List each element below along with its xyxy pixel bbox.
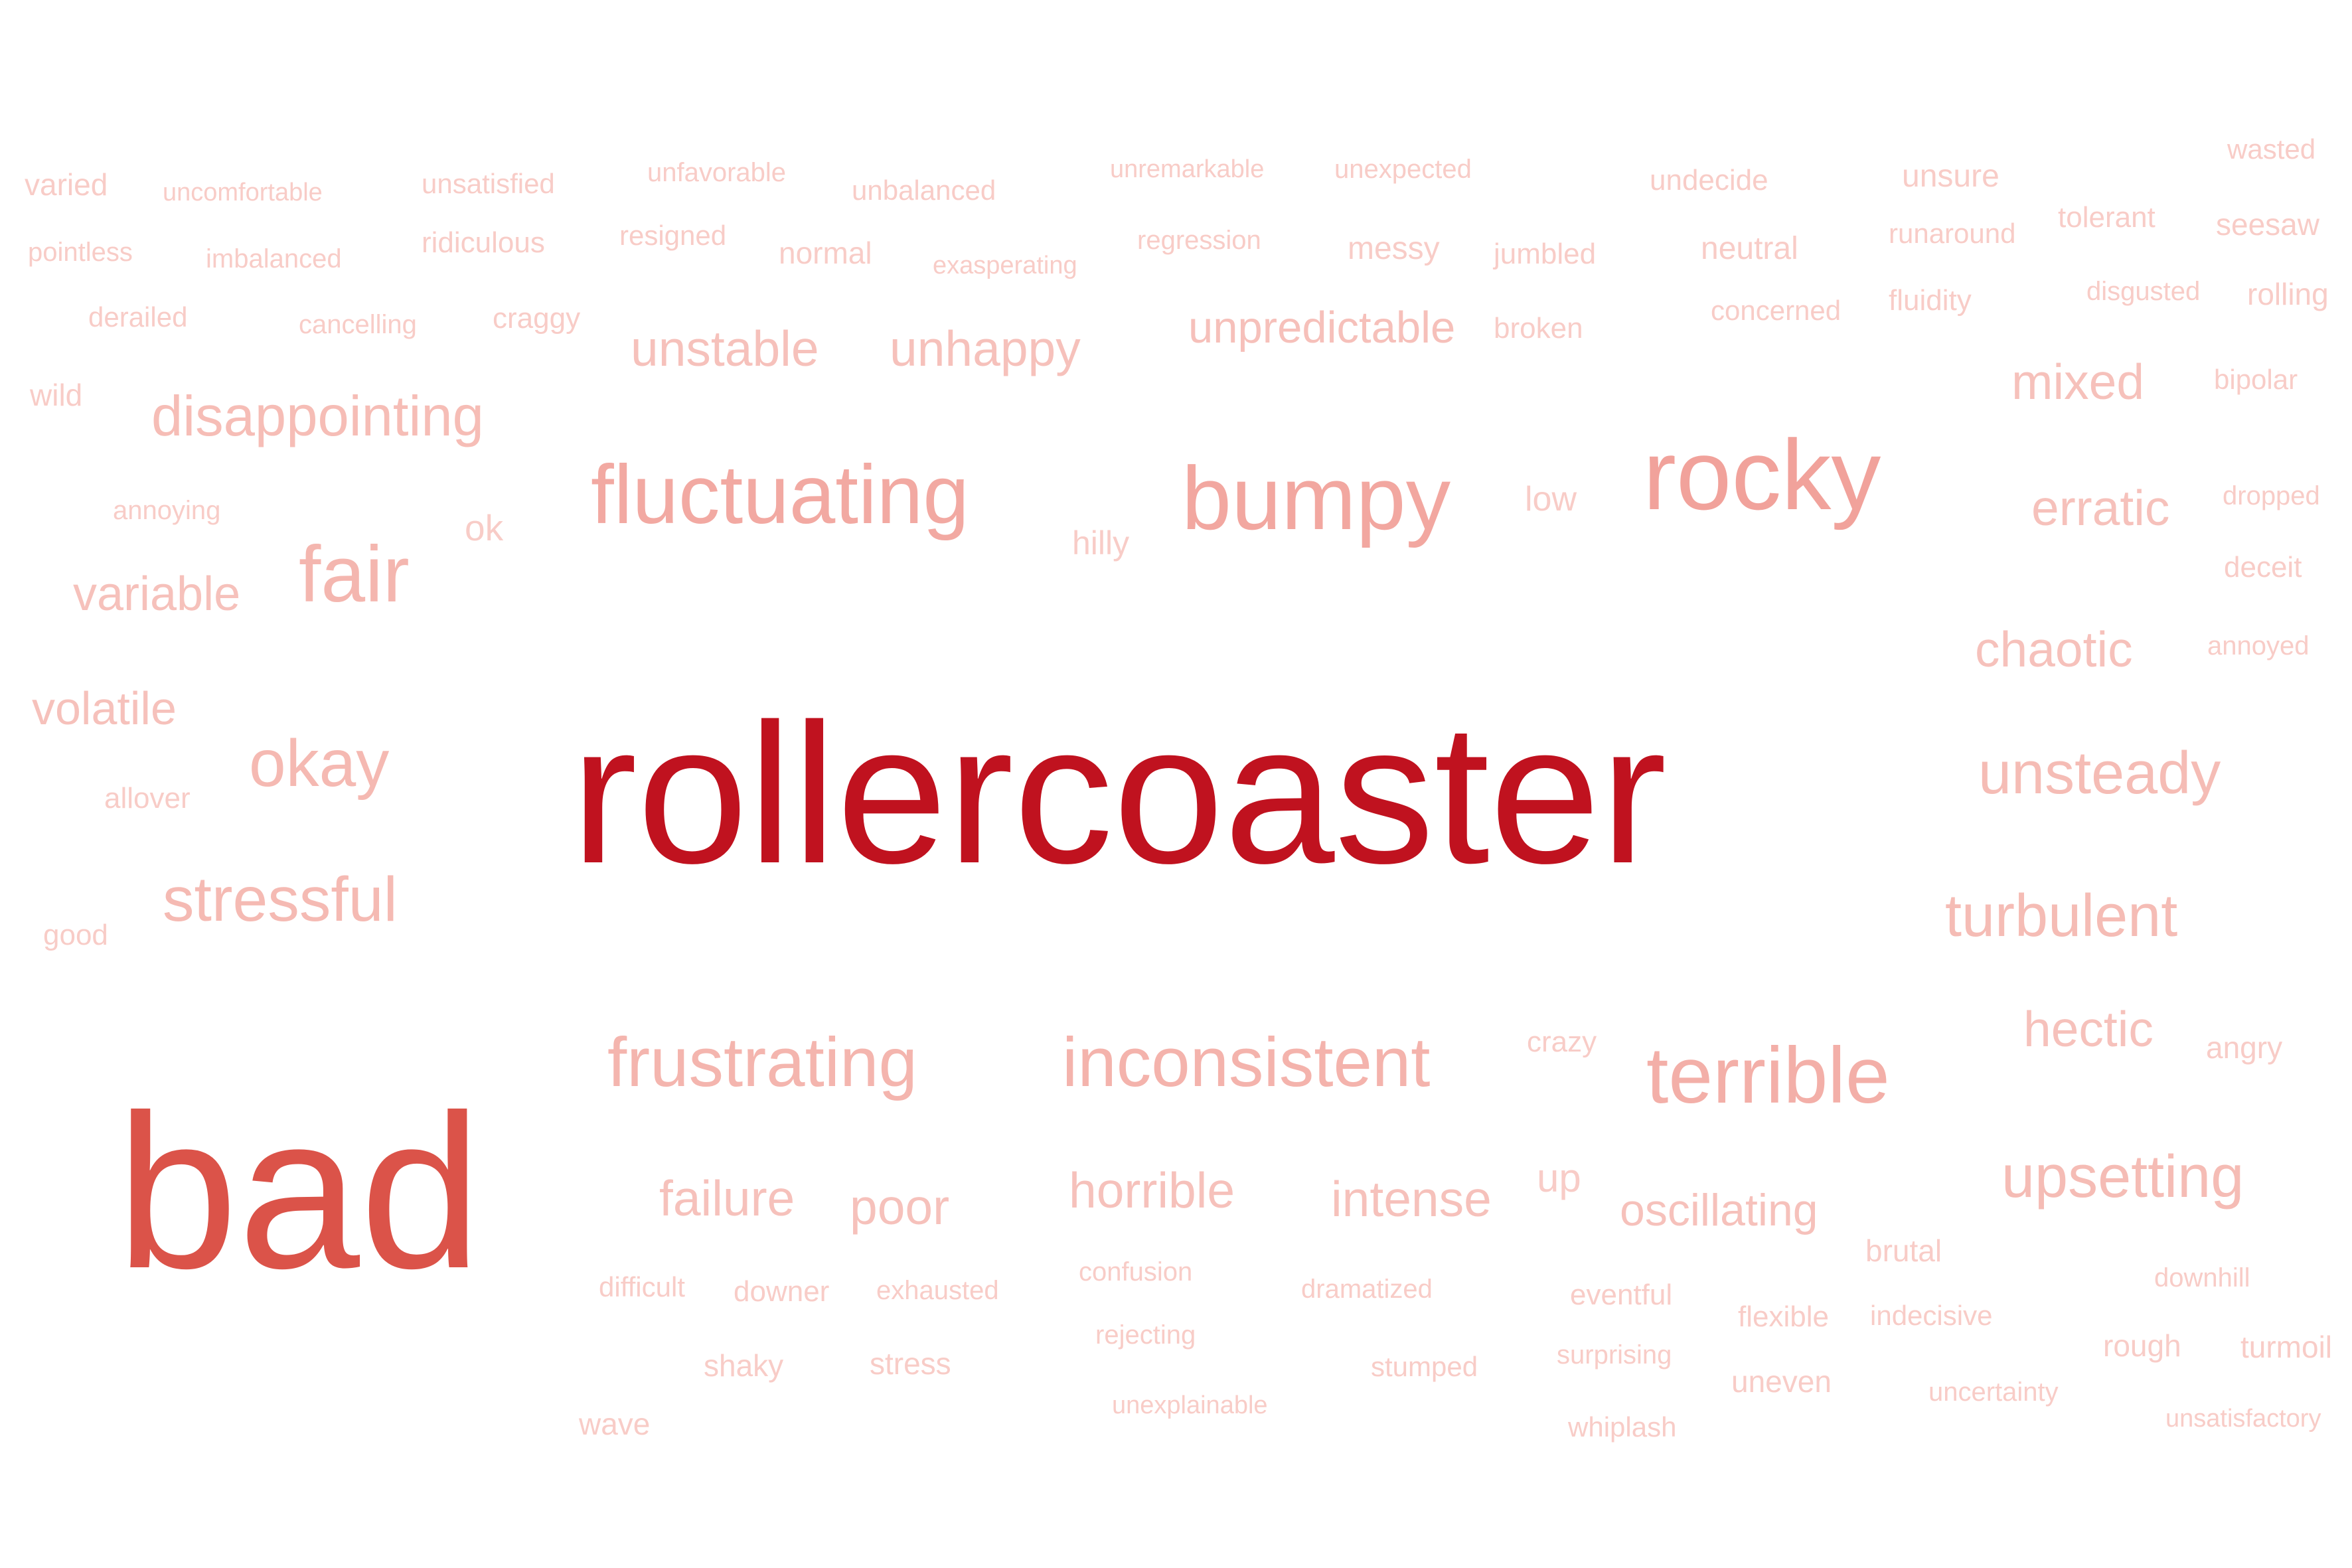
word-unhappy: unhappy [890,320,1081,376]
word-whiplash: whiplash [1568,1411,1677,1443]
word-bad: bad [116,1069,482,1314]
word-bipolar: bipolar [2214,364,2298,395]
word-dropped: dropped [2223,481,2320,510]
word-fluctuating: fluctuating [591,448,969,541]
word-exhausted: exhausted [876,1276,999,1305]
word-rolling: rolling [2247,277,2329,311]
word-imbalanced: imbalanced [206,244,342,274]
word-broken: broken [1494,312,1583,345]
word-terrible: terrible [1646,1031,1890,1120]
word-angry: angry [2206,1030,2283,1065]
word-annoyed: annoyed [2207,631,2310,661]
word-volatile: volatile [32,682,177,734]
word-derailed: derailed [88,301,188,333]
word-runaround: runaround [1889,218,2016,249]
word-oscillating: oscillating [1620,1185,1818,1235]
word-variable: variable [73,568,241,621]
word-crazy: crazy [1527,1026,1597,1058]
word-brutal: brutal [1865,1233,1942,1268]
word-uneven: uneven [1731,1364,1832,1399]
word-inconsistent: inconsistent [1062,1023,1431,1101]
word-unsure: unsure [1902,159,1999,194]
word-neutral: neutral [1701,231,1798,266]
word-failure: failure [659,1170,795,1226]
word-disgusted: disgusted [2086,277,2201,306]
word-stumped: stumped [1371,1351,1478,1382]
word-unsteady: unsteady [1978,740,2221,807]
word-frustrating: frustrating [607,1023,917,1101]
word-rough: rough [2103,1328,2181,1363]
word-downhill: downhill [2154,1263,2250,1293]
word-chaotic: chaotic [1975,621,2133,677]
word-turbulent: turbulent [1945,883,2178,949]
word-pointless: pointless [28,238,133,267]
word-confusion: confusion [1079,1257,1193,1287]
word-mixed: mixed [2011,353,2145,410]
word-resigned: resigned [619,220,727,251]
word-ridiculous: ridiculous [422,226,545,259]
word-uncomfortable: uncomfortable [163,179,323,206]
word-cancelling: cancelling [299,310,417,339]
word-low: low [1525,480,1577,518]
word-normal: normal [779,236,872,270]
word-exasperating: exasperating [933,252,1077,279]
word-unsatisfactory: unsatisfactory [2165,1405,2321,1433]
word-rejecting: rejecting [1095,1320,1196,1350]
word-deceit: deceit [2224,551,2302,584]
word-upsetting: upsetting [2001,1144,2244,1210]
word-okay: okay [249,726,390,801]
word-fluidity: fluidity [1889,284,1972,317]
word-poor: poor [850,1178,950,1235]
word-unfavorable: unfavorable [647,158,787,187]
word-unexplainable: unexplainable [1112,1391,1268,1419]
word-dramatized: dramatized [1301,1275,1433,1304]
word-uncertainty: uncertainty [1928,1377,2059,1407]
word-rocky: rocky [1643,419,1881,530]
word-undecide: undecide [1650,164,1768,196]
word-stressful: stressful [163,864,398,935]
word-tolerant: tolerant [2058,201,2156,234]
word-indecisive: indecisive [1870,1300,1993,1331]
word-jumbled: jumbled [1494,238,1597,270]
word-concerned: concerned [1711,295,1842,326]
word-up: up [1537,1156,1581,1200]
word-rollercoaster: rollercoaster [571,682,1667,905]
word-hectic: hectic [2023,1000,2154,1057]
word-messy: messy [1348,231,1440,266]
word-horrible: horrible [1069,1162,1235,1218]
word-difficult: difficult [599,1271,685,1302]
word-seesaw: seesaw [2216,207,2319,242]
word-regression: regression [1137,226,1261,255]
word-fair: fair [299,530,410,619]
word-eventful: eventful [1570,1279,1673,1311]
word-unbalanced: unbalanced [852,175,996,206]
word-stress: stress [870,1346,951,1381]
word-intense: intense [1331,1170,1492,1227]
word-unstable: unstable [631,320,819,376]
word-unpredictable: unpredictable [1188,302,1456,353]
word-unremarkable: unremarkable [1110,155,1265,183]
word-varied: varied [25,167,108,202]
word-downer: downer [734,1275,830,1308]
word-bumpy: bumpy [1182,447,1451,548]
word-shaky: shaky [704,1348,784,1383]
word-erratic: erratic [2031,479,2170,536]
word-craggy: craggy [493,302,581,335]
word-turmoil: turmoil [2240,1330,2333,1364]
word-unsatisfied: unsatisfied [422,168,555,199]
word-ok: ok [465,507,504,548]
word-wild: wild [30,378,83,412]
word-wasted: wasted [2227,133,2316,165]
word-flexible: flexible [1738,1300,1829,1333]
word-allover: allover [104,782,191,815]
word-wave: wave [579,1407,651,1441]
word-disappointing: disappointing [151,384,484,448]
word-hilly: hilly [1072,524,1130,562]
word-unexpected: unexpected [1334,155,1472,184]
word-annoying: annoying [113,496,221,525]
word-surprising: surprising [1557,1340,1672,1370]
word-good: good [43,919,108,951]
